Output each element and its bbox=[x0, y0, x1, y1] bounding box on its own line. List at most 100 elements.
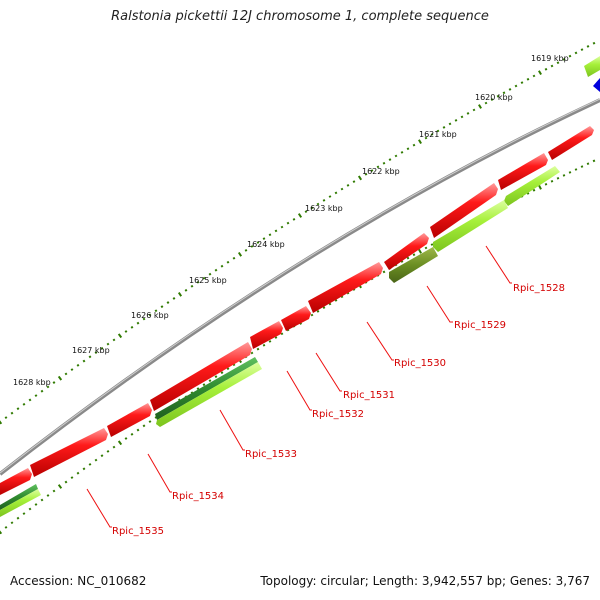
minor-tick bbox=[274, 336, 278, 339]
gene-block bbox=[281, 306, 311, 331]
kbp-label: 1625 kbp bbox=[189, 276, 227, 285]
minor-tick bbox=[34, 394, 38, 397]
minor-tick bbox=[106, 342, 110, 346]
minor-tick bbox=[112, 338, 116, 342]
minor-tick bbox=[592, 41, 596, 45]
gene-block bbox=[0, 484, 38, 510]
minor-tick bbox=[154, 309, 158, 313]
minor-tick bbox=[166, 301, 170, 304]
minor-tick bbox=[496, 94, 500, 98]
minor-tick bbox=[424, 136, 428, 140]
minor-tick bbox=[394, 154, 398, 158]
minor-tick bbox=[100, 454, 104, 458]
minor-tick bbox=[82, 467, 86, 471]
gene-block bbox=[384, 233, 429, 270]
minor-tick bbox=[274, 229, 278, 233]
minor-tick bbox=[112, 445, 116, 449]
minor-tick bbox=[124, 330, 128, 333]
minor-tick bbox=[226, 260, 230, 264]
gene-label: Rpic_1535 bbox=[112, 526, 164, 537]
map-title: Ralstonia pickettii 12J chromosome 1, co… bbox=[111, 9, 489, 24]
minor-tick bbox=[28, 398, 32, 402]
gene-label: Rpic_1528 bbox=[513, 283, 565, 294]
major-tick bbox=[297, 213, 303, 218]
callout-line bbox=[366, 321, 394, 361]
minor-tick bbox=[406, 147, 410, 151]
minor-tick bbox=[256, 241, 260, 244]
minor-tick bbox=[82, 359, 86, 363]
minor-tick bbox=[316, 202, 320, 206]
minor-tick bbox=[544, 67, 548, 71]
major-tick bbox=[237, 251, 243, 257]
minor-tick bbox=[280, 332, 284, 336]
minor-tick bbox=[490, 98, 494, 101]
major-tick bbox=[418, 139, 422, 145]
minor-tick bbox=[4, 416, 8, 419]
minor-tick bbox=[514, 84, 518, 88]
minor-tick bbox=[286, 221, 290, 225]
gene-label: Rpic_1531 bbox=[343, 390, 395, 401]
callout-line bbox=[426, 285, 453, 323]
minor-tick bbox=[244, 248, 248, 252]
minor-tick bbox=[310, 206, 314, 210]
gene-block bbox=[155, 357, 258, 420]
forward-strand-genes bbox=[0, 126, 594, 495]
gene-block bbox=[308, 262, 383, 313]
minor-tick bbox=[46, 385, 50, 389]
minor-tick bbox=[268, 340, 272, 343]
gene-block bbox=[150, 342, 252, 411]
minor-tick bbox=[412, 253, 416, 257]
minor-tick bbox=[16, 516, 20, 520]
minor-tick bbox=[142, 424, 146, 428]
minor-tick bbox=[190, 284, 194, 288]
major-tick bbox=[0, 420, 3, 425]
callout-line bbox=[315, 352, 342, 392]
major-tick bbox=[0, 530, 3, 535]
minor-tick bbox=[10, 521, 14, 525]
kbp-label: 1627 kbp bbox=[72, 346, 110, 355]
gene-block bbox=[156, 362, 262, 427]
minor-tick bbox=[580, 165, 584, 168]
major-tick bbox=[117, 440, 123, 446]
gene-label: Rpic_1534 bbox=[172, 491, 224, 502]
kbp-label: 1624 kbp bbox=[247, 240, 285, 249]
kbp-labels: 1619 kbp 1620 kbp 1621 kbp 1622 kbp 1623… bbox=[13, 54, 569, 387]
minor-tick bbox=[574, 51, 578, 55]
minor-tick bbox=[52, 381, 56, 384]
minor-tick bbox=[94, 458, 98, 462]
reverse-strand-genes bbox=[0, 166, 560, 517]
minor-tick bbox=[130, 432, 134, 436]
gene-block bbox=[430, 183, 498, 238]
callout-line bbox=[147, 453, 172, 493]
gene-block bbox=[389, 247, 438, 283]
minor-tick bbox=[382, 161, 386, 165]
minor-tick bbox=[586, 45, 590, 48]
minor-tick bbox=[532, 188, 536, 192]
minor-tick bbox=[46, 494, 50, 497]
minor-tick bbox=[88, 355, 92, 359]
gene-label: Rpic_1533 bbox=[245, 449, 297, 460]
minor-tick bbox=[256, 347, 260, 351]
minor-tick bbox=[262, 237, 266, 241]
minor-tick bbox=[550, 179, 554, 183]
minor-tick bbox=[202, 276, 206, 280]
minor-tick bbox=[316, 309, 320, 313]
minor-tick bbox=[334, 191, 338, 195]
minor-tick bbox=[208, 272, 212, 276]
gene-label: Rpic_1530 bbox=[394, 358, 446, 369]
gene-block bbox=[504, 166, 560, 206]
minor-tick bbox=[136, 428, 140, 432]
minor-tick bbox=[142, 317, 146, 321]
minor-tick bbox=[70, 368, 74, 371]
gene-callouts bbox=[86, 245, 512, 528]
gene-labels: Rpic_1528 Rpic_1529 Rpic_1530 Rpic_1531 … bbox=[112, 283, 565, 537]
minor-tick bbox=[202, 383, 206, 387]
major-tick bbox=[538, 70, 542, 76]
minor-tick bbox=[586, 162, 590, 166]
accession-text: Accession: NC_010682 bbox=[10, 574, 147, 588]
minor-tick bbox=[64, 480, 68, 484]
minor-tick bbox=[262, 343, 266, 347]
minor-tick bbox=[424, 246, 428, 250]
minor-tick bbox=[568, 171, 572, 174]
